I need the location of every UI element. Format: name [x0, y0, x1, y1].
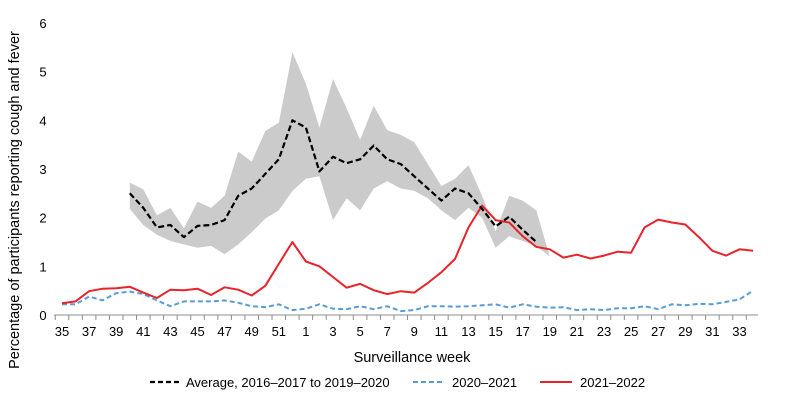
y-tick-label: 0	[39, 308, 46, 323]
x-tick-label: 7	[384, 324, 391, 339]
x-tick-label: 3	[329, 324, 336, 339]
average-range-band	[129, 52, 550, 257]
x-tick-label: 21	[570, 324, 584, 339]
x-tick-label: 45	[190, 324, 204, 339]
axes	[54, 314, 759, 320]
x-tick-label: 23	[597, 324, 611, 339]
y-tick-label: 2	[39, 211, 46, 226]
x-tick-label: 31	[705, 324, 719, 339]
y-tick-label: 6	[39, 16, 46, 31]
x-tick-label: 35	[55, 324, 69, 339]
x-tick-label: 9	[411, 324, 418, 339]
x-tick-label: 11	[435, 324, 449, 339]
x-tick-label: 39	[109, 324, 123, 339]
x-tick-label: 15	[488, 324, 502, 339]
series-layer	[61, 119, 754, 313]
x-tick-label: 13	[461, 324, 475, 339]
y-tick-label: 3	[39, 162, 46, 177]
y-tick-label: 1	[39, 259, 46, 274]
x-tick-label: 43	[163, 324, 177, 339]
x-tick-label: 47	[217, 324, 231, 339]
x-tick-label: 29	[678, 324, 692, 339]
series-line-2021-2022	[61, 204, 754, 305]
series-line-2020-2021	[62, 289, 754, 313]
y-axis-title: Percentage of participants reporting cou…	[7, 31, 23, 369]
x-tick-label: 51	[272, 324, 286, 339]
x-tick-label: 41	[136, 324, 150, 339]
legend-label-average: Average, 2016–2017 to 2019–2020	[186, 375, 390, 390]
y-tick-label: 5	[39, 65, 46, 80]
x-tick-label: 19	[543, 324, 557, 339]
x-tick-label: 27	[651, 324, 665, 339]
x-tick-label: 33	[732, 324, 746, 339]
series-line-average	[128, 119, 538, 243]
x-tick-label: 5	[356, 324, 363, 339]
x-tick-label: 49	[244, 324, 258, 339]
legend-label-2020-2021: 2020–2021	[452, 375, 517, 390]
legend: Average, 2016–2017 to 2019–2020 2020–202…	[150, 375, 645, 390]
y-tick-label: 4	[39, 113, 46, 128]
x-tick-label: 17	[515, 324, 529, 339]
x-tick-label: 37	[82, 324, 96, 339]
x-tick-label: 1	[302, 324, 309, 339]
legend-label-2021-2022: 2021–2022	[580, 375, 645, 390]
x-axis-title: Surveillance week	[354, 350, 472, 366]
x-tick-label: 25	[624, 324, 638, 339]
average-range-band-layer	[129, 52, 550, 257]
